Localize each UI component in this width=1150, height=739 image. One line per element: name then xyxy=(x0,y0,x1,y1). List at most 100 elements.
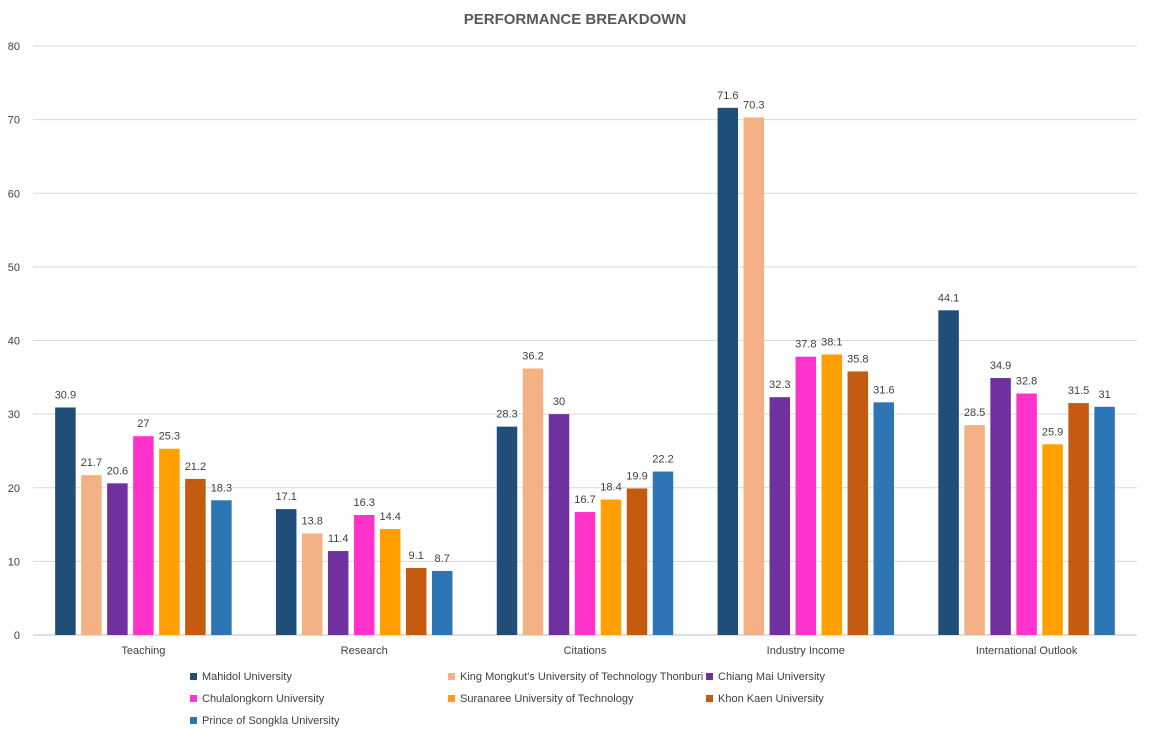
legend-label: Suranaree University of Technology xyxy=(460,693,634,705)
bar xyxy=(211,500,232,635)
data-label: 31.6 xyxy=(873,384,894,396)
data-label: 18.3 xyxy=(211,482,232,494)
bar xyxy=(795,356,817,635)
legend-label: Khon Kaen University xyxy=(718,693,824,705)
x-category-label: Citations xyxy=(564,645,607,657)
bar xyxy=(353,514,375,635)
bar xyxy=(626,488,648,635)
bar xyxy=(821,354,843,635)
bar xyxy=(990,378,1011,635)
bar xyxy=(301,533,323,635)
data-label: 38.1 xyxy=(821,336,842,348)
bar xyxy=(159,448,180,635)
data-label: 18.4 xyxy=(600,482,621,494)
bar xyxy=(652,471,674,635)
bar xyxy=(743,117,765,635)
y-tick-label: 20 xyxy=(8,483,20,495)
data-label: 31 xyxy=(1098,389,1110,401)
legend-label: Mahidol University xyxy=(202,671,292,683)
bar xyxy=(964,425,985,635)
data-label: 30.9 xyxy=(55,389,76,401)
data-label: 16.3 xyxy=(353,497,374,509)
bar xyxy=(327,551,349,635)
bar xyxy=(55,407,76,635)
legend-swatch xyxy=(706,673,713,680)
bar xyxy=(873,402,895,635)
data-label: 11.4 xyxy=(328,533,349,545)
data-label: 37.8 xyxy=(795,339,816,351)
legend-swatch xyxy=(706,695,713,702)
data-label: 20.6 xyxy=(107,465,128,477)
data-label: 17.1 xyxy=(275,491,296,503)
bar xyxy=(133,436,154,635)
data-label: 27 xyxy=(137,418,149,430)
data-label: 13.8 xyxy=(301,515,322,527)
bar xyxy=(81,475,102,635)
data-label: 34.9 xyxy=(990,360,1011,372)
bar xyxy=(431,570,453,635)
data-label: 32.3 xyxy=(769,379,790,391)
bar xyxy=(574,512,596,635)
data-label: 30 xyxy=(553,396,565,408)
legend-swatch xyxy=(190,717,197,724)
y-tick-label: 30 xyxy=(8,409,20,421)
bar xyxy=(107,483,128,635)
bar xyxy=(275,509,297,635)
data-label: 25.9 xyxy=(1042,426,1063,438)
bar xyxy=(405,568,427,635)
y-tick-label: 40 xyxy=(8,336,20,348)
y-tick-label: 70 xyxy=(8,115,20,127)
data-label: 8.7 xyxy=(435,553,450,565)
data-labels: 30.9 21.7 20.6 27 25.3 21.2 18.3 17.1 13.8 11.4 16… xyxy=(55,90,1111,565)
chart-title: PERFORMANCE BREAKDOWN xyxy=(464,11,687,28)
x-category-label: International Outlook xyxy=(976,645,1078,657)
x-category-label: Research xyxy=(341,645,388,657)
legend-label: Prince of Songkla University xyxy=(202,715,340,727)
data-label: 28.5 xyxy=(964,407,985,419)
bar xyxy=(717,107,739,636)
legend-swatch xyxy=(190,673,197,680)
data-label: 9.1 xyxy=(409,550,424,562)
legend-label: King Mongkut's University of Technology … xyxy=(460,671,703,683)
bar xyxy=(1094,406,1115,635)
y-tick-label: 80 xyxy=(8,41,20,53)
bar xyxy=(938,310,959,635)
y-tick-label: 10 xyxy=(8,556,20,568)
legend-swatch xyxy=(190,695,197,702)
bar xyxy=(496,426,518,635)
bar xyxy=(548,414,570,635)
data-label: 70.3 xyxy=(743,99,764,111)
legend-label: Chiang Mai University xyxy=(718,671,825,683)
data-label: 25.3 xyxy=(159,431,180,443)
bar xyxy=(522,368,544,635)
legend-swatch xyxy=(448,673,455,680)
data-label: 21.7 xyxy=(81,457,102,469)
data-label: 28.3 xyxy=(496,409,517,421)
bar xyxy=(769,397,791,635)
legend-label: Chulalongkorn University xyxy=(202,693,325,705)
data-label: 71.6 xyxy=(717,90,738,102)
bar xyxy=(847,371,869,635)
bar xyxy=(1016,393,1037,635)
bar xyxy=(1042,444,1063,635)
y-tick-label: 60 xyxy=(8,188,20,200)
data-label: 31.5 xyxy=(1068,385,1089,397)
bar xyxy=(1068,403,1089,635)
data-label: 32.8 xyxy=(1016,376,1037,388)
data-label: 36.2 xyxy=(522,350,543,362)
x-axis-categories: Teaching Research Citations Industry Income… xyxy=(121,645,1077,657)
data-label: 44.1 xyxy=(938,292,959,304)
bars xyxy=(55,107,1115,636)
y-axis-ticks: 0 10 20 30 40 50 60 70 80 xyxy=(8,41,20,642)
y-tick-label: 0 xyxy=(14,630,20,642)
data-label: 35.8 xyxy=(847,353,868,365)
bar xyxy=(185,478,206,635)
y-tick-label: 50 xyxy=(8,262,20,274)
data-label: 21.2 xyxy=(185,461,206,473)
x-category-label: Teaching xyxy=(121,645,165,657)
legend-swatch xyxy=(448,695,455,702)
legend: Mahidol University King Mongkut's Univers… xyxy=(190,671,825,727)
data-label: 22.2 xyxy=(652,454,673,466)
